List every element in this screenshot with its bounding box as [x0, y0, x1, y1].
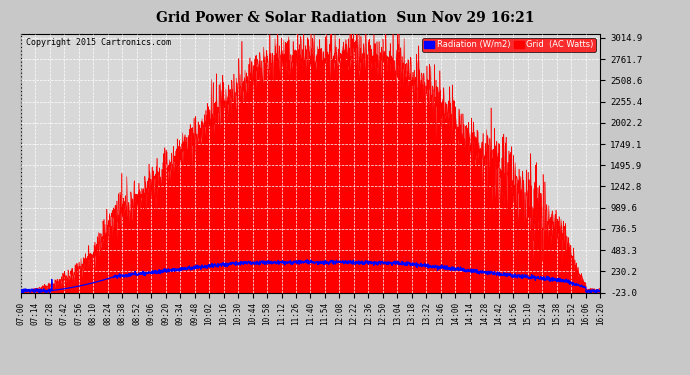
- Text: Copyright 2015 Cartronics.com: Copyright 2015 Cartronics.com: [26, 38, 172, 46]
- Legend: Radiation (W/m2), Grid  (AC Watts): Radiation (W/m2), Grid (AC Watts): [422, 38, 596, 52]
- Text: Grid Power & Solar Radiation  Sun Nov 29 16:21: Grid Power & Solar Radiation Sun Nov 29 …: [156, 11, 534, 25]
